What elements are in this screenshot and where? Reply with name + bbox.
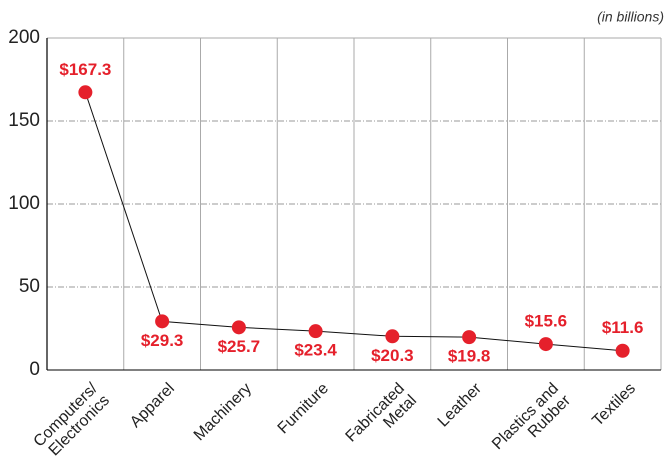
line [84,92,623,352]
y-tick-label: 150 [8,110,40,131]
value-label: $29.3 [141,331,184,350]
point [538,337,553,352]
y-tick-label: 100 [8,193,40,214]
value-label: $23.4 [294,341,337,360]
value-label: $25.7 [218,337,261,356]
annotation: (in billions) [597,9,664,25]
point [615,343,630,358]
y-tick-label: 200 [8,27,40,48]
value-label: $15.6 [525,312,568,331]
point [78,85,93,100]
value-label: $167.3 [59,60,111,79]
point [155,314,170,329]
y-tick-label: 50 [19,276,40,297]
point [231,320,246,335]
value-label: $20.3 [371,346,414,365]
point [308,324,323,339]
value-label: $11.6 [602,318,644,337]
point [385,329,400,344]
value-label: $19.8 [448,347,491,366]
y-tick-label: 0 [29,359,40,380]
point [462,330,477,345]
